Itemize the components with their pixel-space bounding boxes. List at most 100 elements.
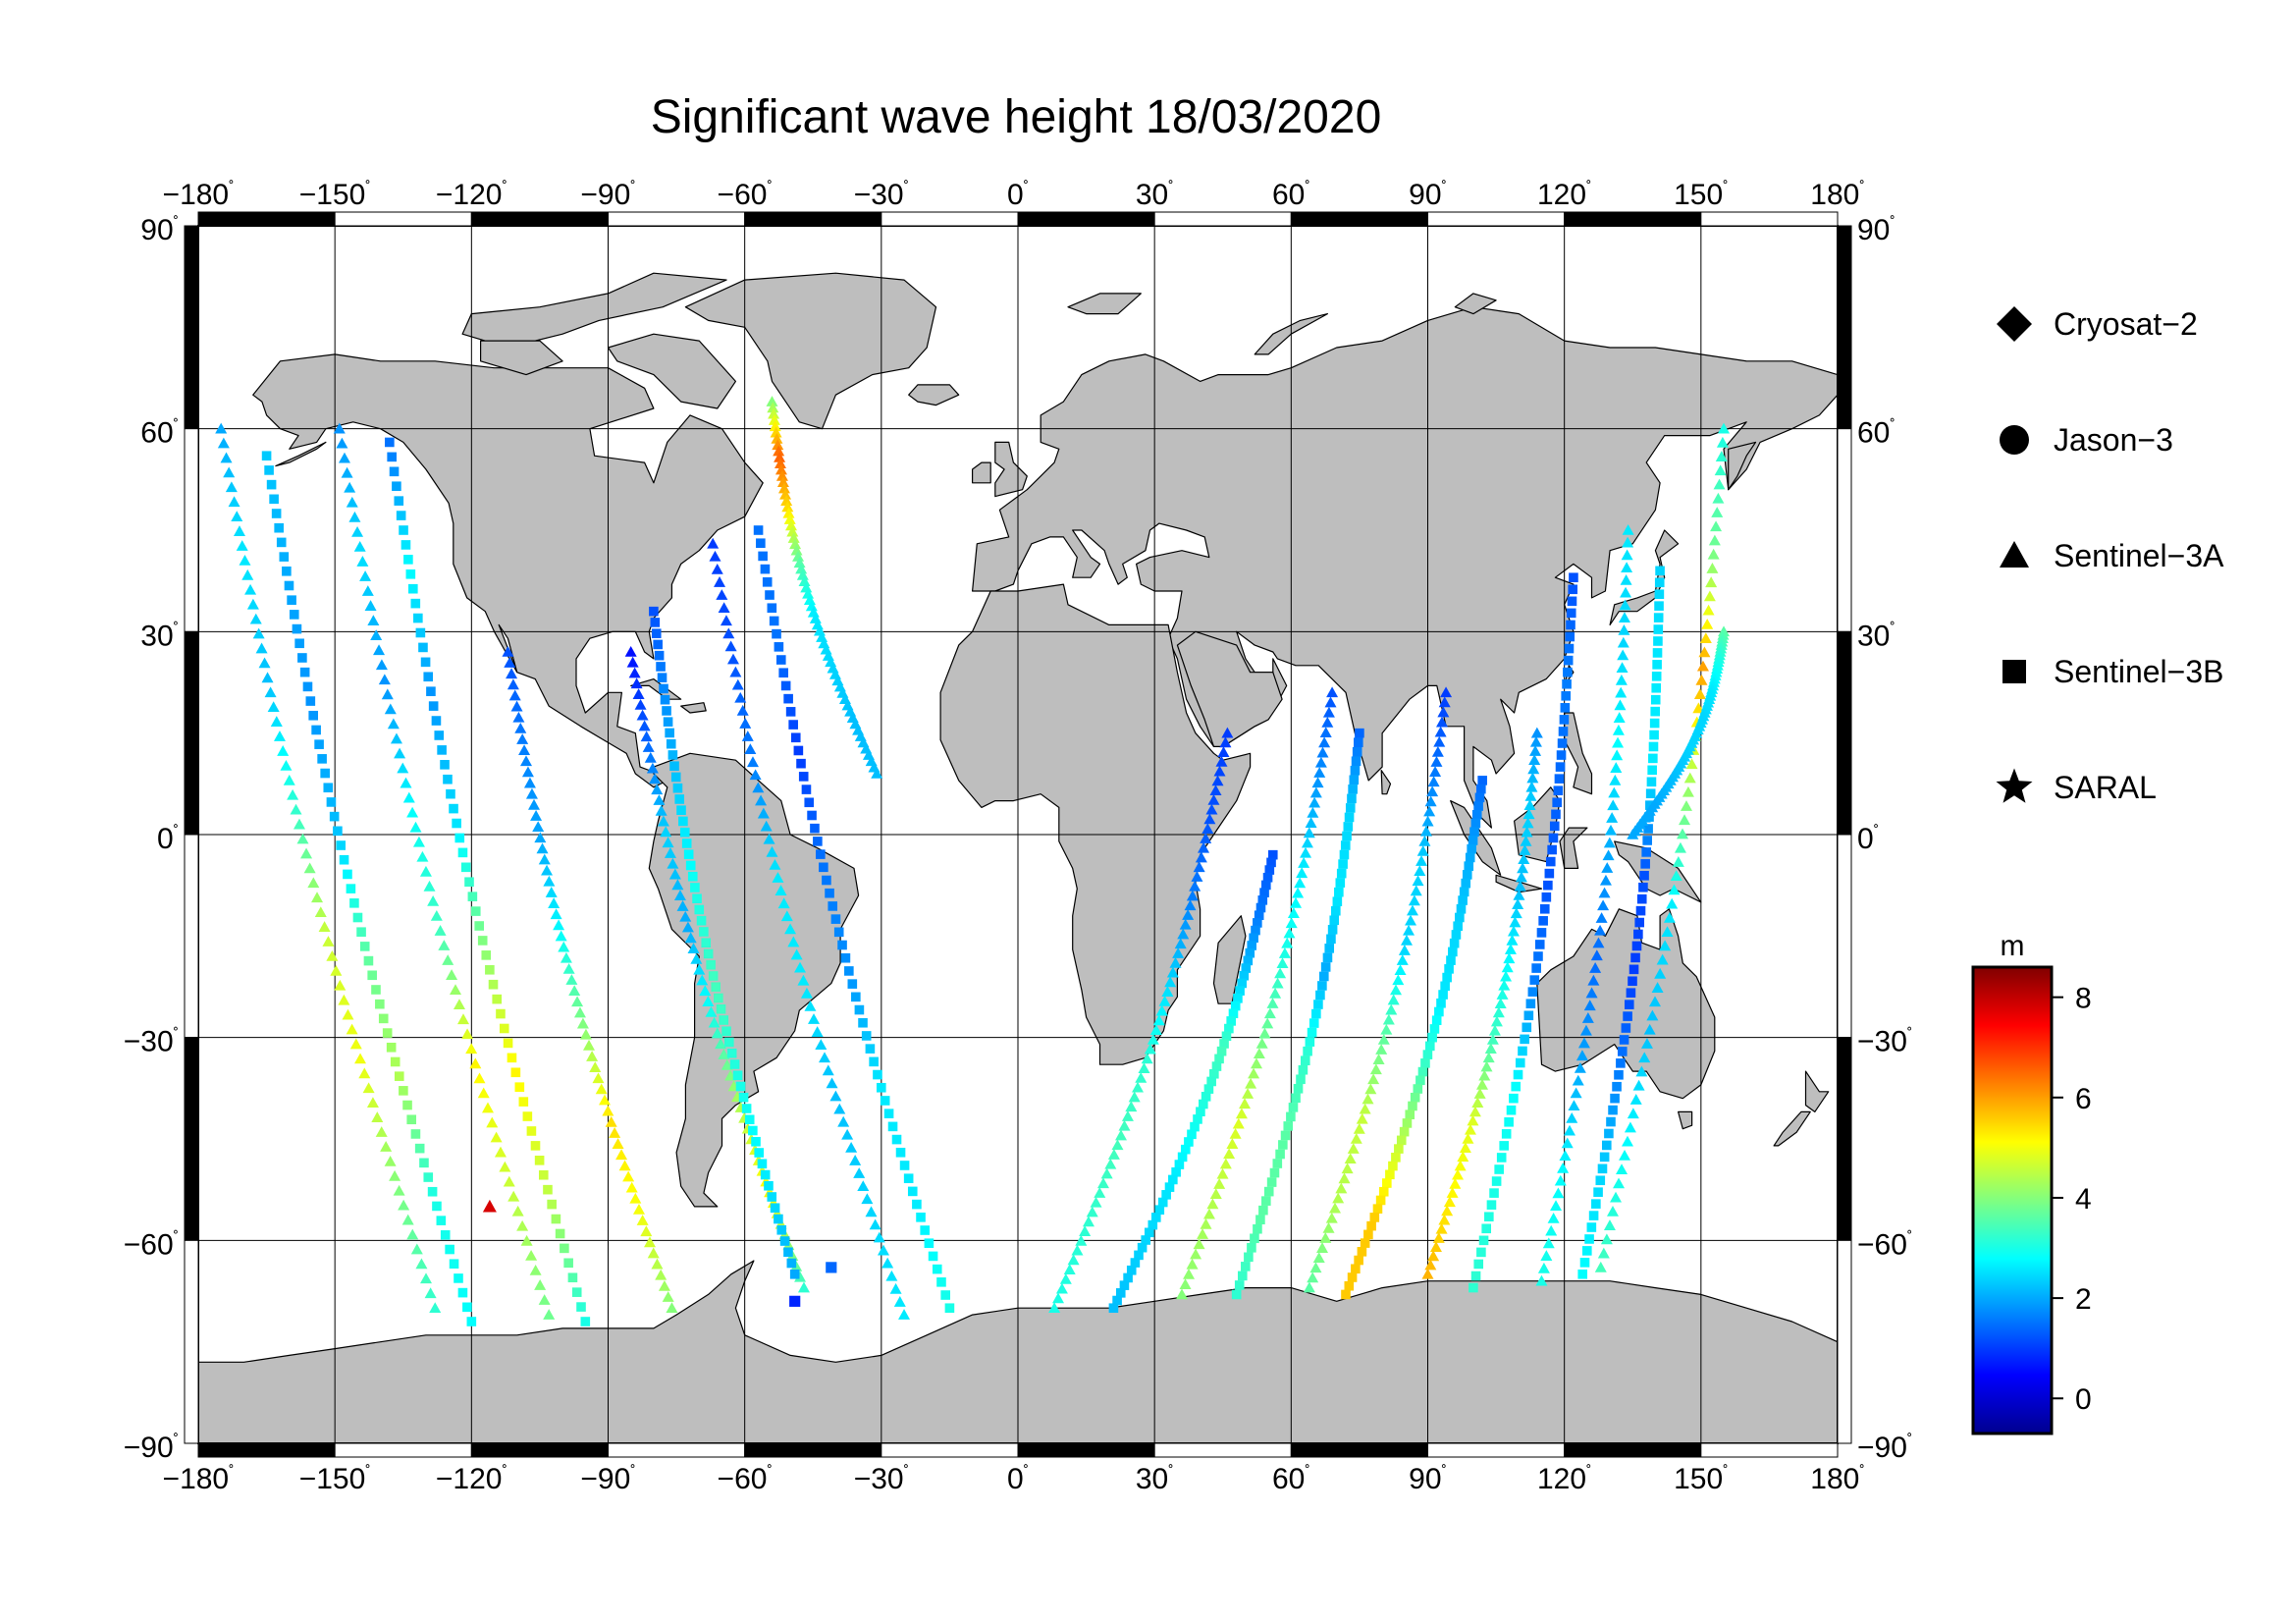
track-point [1606,1116,1616,1127]
track-point [640,1225,653,1237]
track-point [1547,844,1557,855]
track-point [819,1052,831,1063]
track-point [1332,896,1343,906]
track-point [1608,1105,1618,1115]
track-point [1340,840,1351,850]
track-point [1498,979,1511,991]
track-point [731,678,744,690]
track-point [830,914,841,924]
track-point [636,1215,649,1225]
track-point [907,1186,918,1197]
track-point [1171,1166,1181,1177]
track-point [1203,813,1216,825]
track-point [382,1028,393,1038]
track-point [891,1134,902,1145]
track-point [1344,812,1355,823]
track-point [690,952,703,964]
track-point [1486,1033,1499,1045]
track-point [1527,763,1540,775]
track-point [1470,1271,1481,1281]
track-point [1515,1057,1525,1068]
track-point [410,1129,421,1139]
track-point [1184,1137,1194,1147]
track-point [326,797,337,807]
track-point [708,1016,721,1028]
track-point [1666,897,1679,909]
track-point [752,782,765,793]
track-point [1322,1221,1335,1233]
track-point [789,1269,800,1279]
track-point [1211,1061,1222,1071]
track-point [1590,949,1603,961]
track-point [1261,880,1271,891]
track-point [903,1173,914,1183]
track-point [415,627,426,638]
track-point [1359,1103,1371,1114]
track-point [1269,987,1282,999]
track-point [1350,765,1361,776]
track-point [1575,1050,1588,1061]
track-point [1213,1178,1226,1189]
track-point [1322,952,1333,963]
track-point [507,1053,517,1063]
track-point [676,805,686,815]
track-point [1197,1228,1209,1239]
track-point [1288,1103,1299,1112]
track-point [1557,738,1568,748]
track-point [666,738,676,749]
lon-tick-label-bottom: −60˚ [718,1463,773,1495]
track-point [1424,1259,1437,1271]
track-point [719,1015,729,1025]
track-point [394,496,404,506]
track-point [303,862,316,874]
track-point [766,396,778,406]
track-point [530,1141,541,1151]
track-point [1132,1081,1145,1093]
track-point [828,901,838,911]
track-point [384,1155,397,1166]
track-point [1082,1216,1095,1227]
track-point [678,816,688,827]
track-point [774,458,787,469]
track-point [1680,800,1692,811]
track-point [490,1131,503,1143]
track-point [815,1039,828,1051]
track-point [1467,1114,1479,1126]
track-point [1223,1148,1236,1160]
track-point [1607,799,1620,811]
track-point [1649,996,1662,1007]
track-point [292,623,302,634]
track-point [654,650,665,661]
track-point [1182,909,1195,920]
track-point [492,994,503,1004]
track-point [1412,875,1424,887]
frame-bar-right [1837,834,1852,1039]
track-point [352,912,363,923]
track-point [655,804,667,816]
track-point [1294,877,1307,889]
frame-bar-bottom [1153,1442,1292,1458]
track-point [567,1272,578,1283]
land-uk [994,441,1028,498]
track-point [461,1028,474,1040]
track-point [1431,1015,1442,1026]
track-point [1642,836,1652,845]
track-point [543,875,556,887]
track-point [1417,1066,1428,1077]
track-point [1506,934,1519,946]
track-point [642,741,655,752]
track-point [1574,1062,1586,1073]
track-point [1617,1047,1628,1056]
track-point [338,452,350,463]
track-point [1473,1088,1486,1099]
track-point [346,884,356,893]
track-point [1326,686,1339,698]
track-point [1166,966,1179,978]
track-point [294,638,304,649]
track-point [1563,667,1573,677]
track-point [772,439,784,451]
track-point [393,1184,405,1196]
track-point [1434,1006,1444,1017]
track-point [1202,1208,1215,1219]
